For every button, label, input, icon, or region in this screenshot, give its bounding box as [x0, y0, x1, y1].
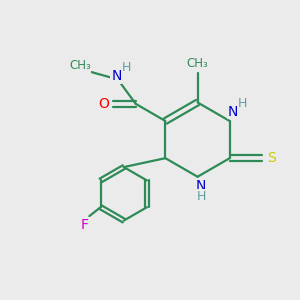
- Text: N: N: [227, 104, 238, 118]
- Text: S: S: [268, 151, 276, 165]
- Text: N: N: [111, 69, 122, 83]
- Text: H: H: [122, 61, 131, 74]
- Text: O: O: [98, 97, 109, 111]
- Text: F: F: [81, 218, 89, 232]
- Text: CH₃: CH₃: [69, 59, 91, 72]
- Text: H: H: [238, 97, 247, 110]
- Text: N: N: [195, 179, 206, 193]
- Text: CH₃: CH₃: [187, 57, 208, 70]
- Text: H: H: [196, 190, 206, 202]
